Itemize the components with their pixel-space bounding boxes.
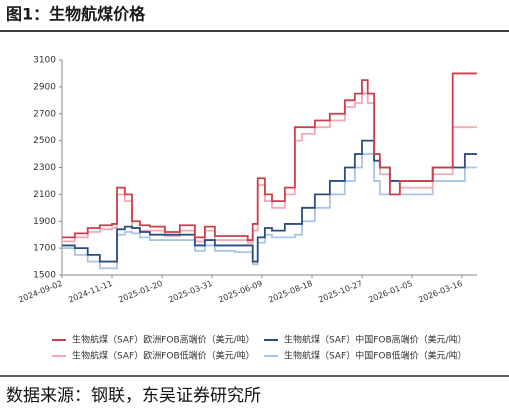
x-tick-label: 2025-08-18 xyxy=(267,279,313,305)
legend-label: 生物航煤（SAF）中国FOB高端价（美元/吨） xyxy=(284,334,467,346)
legend-label: 生物航煤（SAF）欧洲FOB高端价（美元/吨） xyxy=(72,334,255,346)
legend-label: 生物航煤（SAF）欧洲FOB低端价（美元/吨） xyxy=(72,350,255,362)
y-tick-label: 2300 xyxy=(33,163,56,173)
y-tick-label: 3100 xyxy=(33,56,56,66)
series-line xyxy=(62,153,477,270)
series-line xyxy=(62,72,477,241)
x-tick-label: 2025-06-09 xyxy=(217,279,263,305)
y-tick-label: 2700 xyxy=(33,109,56,119)
x-tick-label: 2024-11-11 xyxy=(67,279,113,305)
y-tick-label: 1700 xyxy=(33,244,56,254)
x-tick-label: 2026-01-05 xyxy=(367,279,413,305)
x-tick-label: 2025-10-27 xyxy=(317,279,363,305)
y-tick-label: 2500 xyxy=(33,136,56,146)
source: 数据来源：钢联，东吴证券研究所 xyxy=(6,386,261,406)
chart-title: 图1：生物航煤价格 xyxy=(6,5,146,24)
x-tick-label: 2025-01-20 xyxy=(117,279,163,305)
legend-label: 生物航煤（SAF）中国FOB低端价（美元/吨） xyxy=(284,350,467,362)
x-tick-label: 2024-09-02 xyxy=(17,279,63,305)
y-tick-label: 1900 xyxy=(33,217,56,227)
y-tick-label: 1500 xyxy=(33,271,56,281)
y-tick-label: 2900 xyxy=(33,82,56,92)
y-tick-label: 2100 xyxy=(33,190,56,200)
x-tick-label: 2025-03-31 xyxy=(167,279,213,305)
x-tick-label: 2026-03-16 xyxy=(417,279,463,305)
series-line xyxy=(62,92,477,244)
